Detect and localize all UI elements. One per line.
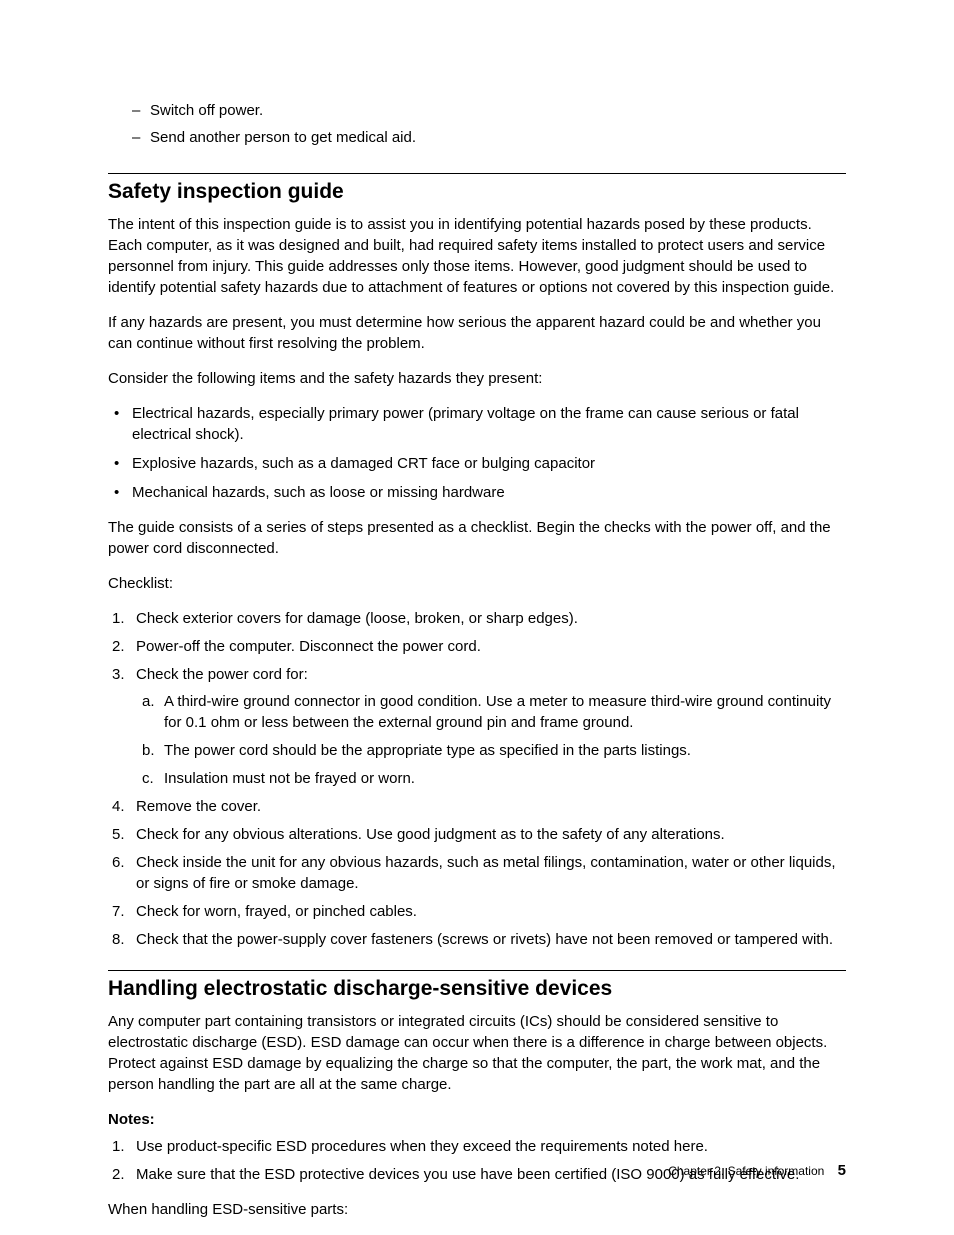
list-item: Mechanical hazards, such as loose or mis…	[128, 482, 846, 503]
list-item: Check for any obvious alterations. Use g…	[128, 824, 846, 845]
checklist-sub-alpha: A third-wire ground connector in good co…	[136, 691, 846, 789]
section-heading: Handling electrostatic discharge-sensiti…	[108, 977, 846, 1001]
notes-label: Notes:	[108, 1109, 846, 1130]
section-heading: Safety inspection guide	[108, 180, 846, 204]
list-item: Electrical hazards, especially primary p…	[128, 403, 846, 445]
list-item: Send another person to get medical aid.	[150, 127, 846, 150]
body-paragraph: The intent of this inspection guide is t…	[108, 214, 846, 298]
intro-dash-list: Switch off power. Send another person to…	[108, 100, 846, 149]
body-paragraph: The guide consists of a series of steps …	[108, 517, 846, 559]
section-safety-inspection: Safety inspection guide The intent of th…	[108, 173, 846, 950]
hazard-bullet-list: Electrical hazards, especially primary p…	[108, 403, 846, 503]
checklist-label: Checklist:	[108, 573, 846, 594]
list-item: Use product-specific ESD procedures when…	[128, 1136, 846, 1157]
list-item: Check inside the unit for any obvious ha…	[128, 852, 846, 894]
list-item: Remove the cover.	[128, 796, 846, 817]
list-item: Explosive hazards, such as a damaged CRT…	[128, 453, 846, 474]
list-item: Check exterior covers for damage (loose,…	[128, 608, 846, 629]
list-item: The power cord should be the appropriate…	[160, 740, 846, 761]
footer-page-number: 5	[838, 1162, 846, 1179]
section-rule	[108, 970, 846, 971]
list-item: Check that the power-supply cover fasten…	[128, 929, 846, 950]
list-item-text: Check the power cord for:	[136, 666, 308, 683]
body-paragraph: When handling ESD-sensitive parts:	[108, 1199, 846, 1220]
list-item: A third-wire ground connector in good co…	[160, 691, 846, 733]
body-paragraph: Any computer part containing transistors…	[108, 1011, 846, 1095]
body-paragraph: If any hazards are present, you must det…	[108, 312, 846, 354]
page-footer: Chapter 2. Safety information 5	[668, 1162, 846, 1179]
list-item: Power-off the computer. Disconnect the p…	[128, 636, 846, 657]
section-esd: Handling electrostatic discharge-sensiti…	[108, 970, 846, 1220]
footer-chapter: Chapter 2. Safety information	[668, 1164, 824, 1178]
section-rule	[108, 173, 846, 174]
body-paragraph: Consider the following items and the saf…	[108, 368, 846, 389]
list-item: Switch off power.	[150, 100, 846, 123]
list-item: Insulation must not be frayed or worn.	[160, 768, 846, 789]
list-item: Check for worn, frayed, or pinched cable…	[128, 901, 846, 922]
list-item: Check the power cord for: A third-wire g…	[128, 664, 846, 789]
checklist-ordered: Check exterior covers for damage (loose,…	[108, 608, 846, 950]
